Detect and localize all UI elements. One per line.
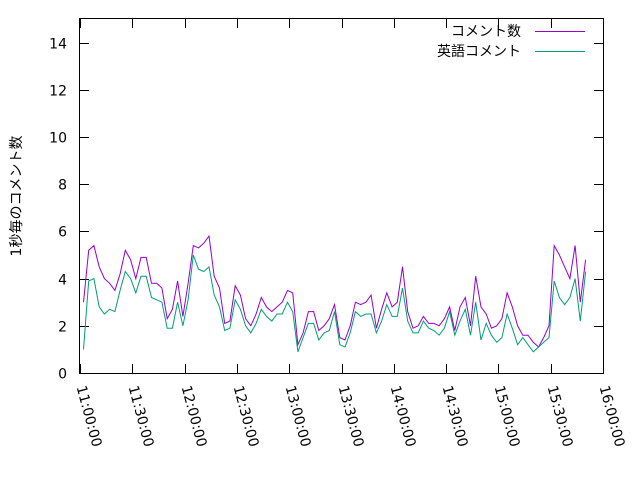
x-tick-label: 11:00:00 — [73, 384, 105, 449]
y-axis-label: 1秒毎のコメント数 — [9, 136, 25, 257]
x-tick-label: 14:30:00 — [439, 384, 471, 449]
y-tick-label: 14 — [49, 37, 67, 53]
y-tick-labels: 0 2 4 6 8 10 12 14 — [49, 37, 67, 383]
y-tick-label: 12 — [49, 84, 67, 100]
x-tick-label: 15:30:00 — [544, 384, 576, 449]
y-tick-label: 6 — [58, 225, 67, 241]
x-tick-label: 16:00:00 — [596, 384, 628, 449]
y-tick-label: 10 — [49, 131, 67, 147]
x-tick-label: 12:30:00 — [230, 384, 262, 449]
series-lines — [83, 234, 587, 353]
x-tick-labels: 11:00:00 11:30:00 12:00:00 12:30:00 13:00:00… — [73, 384, 628, 449]
y-tick-label: 2 — [58, 320, 67, 336]
series-line-comments — [83, 234, 587, 348]
y-tick-label: 0 — [58, 367, 67, 383]
x-tick-label: 14:00:00 — [387, 384, 419, 449]
x-tick-label: 12:00:00 — [178, 384, 210, 449]
x-tick-label: 13:00:00 — [282, 384, 314, 449]
legend: コメント数 英語コメント — [437, 24, 585, 60]
x-tick-label: 11:30:00 — [125, 384, 157, 449]
legend-label-comments: コメント数 — [451, 24, 521, 40]
plot-frame — [79, 18, 604, 374]
x-tick-label: 13:30:00 — [335, 384, 367, 449]
series-line-english-comments — [83, 254, 587, 353]
legend-label-english-comments: 英語コメント — [437, 43, 521, 60]
y-tick-label: 4 — [58, 273, 67, 289]
y-tick-label: 8 — [58, 178, 67, 194]
axis-ticks — [80, 19, 604, 374]
x-tick-label: 15:00:00 — [491, 384, 523, 449]
